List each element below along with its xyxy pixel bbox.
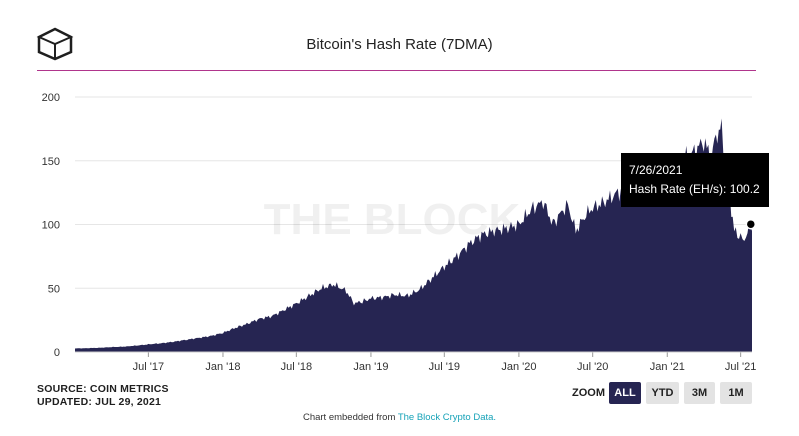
y-tick-label: 150 (42, 156, 60, 168)
x-tick-label: Jan '19 (353, 361, 388, 373)
updated-text: UPDATED: JUL 29, 2021 (37, 395, 162, 408)
zoom-1m-button[interactable]: 1M (720, 382, 752, 404)
embed-prefix: Chart embedded from (302, 412, 398, 423)
x-tick-label: Jul '17 (133, 361, 164, 373)
zoom-all-button[interactable]: ALL (609, 382, 641, 404)
watermark: THE BLOCK (264, 195, 521, 244)
zoom-label: ZOOM (572, 387, 605, 399)
tooltip: 7/26/2021 Hash Rate (EH/s): 100.2 (621, 153, 769, 207)
zoom-ytd-button[interactable]: YTD (646, 382, 679, 404)
chart-title: Bitcoin's Hash Rate (7DMA) (306, 36, 493, 53)
x-tick-label: Jul '19 (429, 361, 460, 373)
source-text: SOURCE: COIN METRICS (37, 383, 169, 395)
y-tick-label: 200 (42, 92, 60, 104)
y-tick-label: 0 (54, 347, 60, 359)
x-tick-label: Jul '21 (725, 361, 756, 373)
embed-link[interactable]: The Block Crypto Data. (397, 412, 497, 423)
x-tick-label: Jul '20 (577, 361, 608, 373)
source-block: SOURCE: COIN METRICS UPDATED: JUL 29, 20… (37, 383, 169, 408)
x-tick-label: Jan '18 (205, 361, 240, 373)
hover-point-marker[interactable] (745, 218, 757, 230)
tooltip-date: 7/26/2021 (629, 163, 683, 177)
x-tick-label: Jan '21 (650, 361, 685, 373)
x-tick-label: Jul '18 (281, 361, 312, 373)
x-axis-ticks: Jul '17 Jan '18 Jul '18 Jan '19 Jul '19 Jan '… (133, 352, 756, 373)
hash-rate-area[interactable] (75, 118, 752, 353)
embed-note: Chart embedded from The Block Crypto Dat… (0, 412, 799, 423)
y-tick-label: 100 (42, 220, 60, 232)
tooltip-value: Hash Rate (EH/s): 100.2 (629, 182, 760, 196)
y-tick-label: 50 (48, 283, 60, 295)
the-block-cube-logo-icon (36, 27, 74, 61)
y-axis-ticks: 0 50 100 150 200 (42, 92, 60, 359)
zoom-3m-button[interactable]: 3M (684, 382, 715, 404)
title-divider (37, 70, 756, 71)
x-tick-label: Jan '20 (501, 361, 536, 373)
